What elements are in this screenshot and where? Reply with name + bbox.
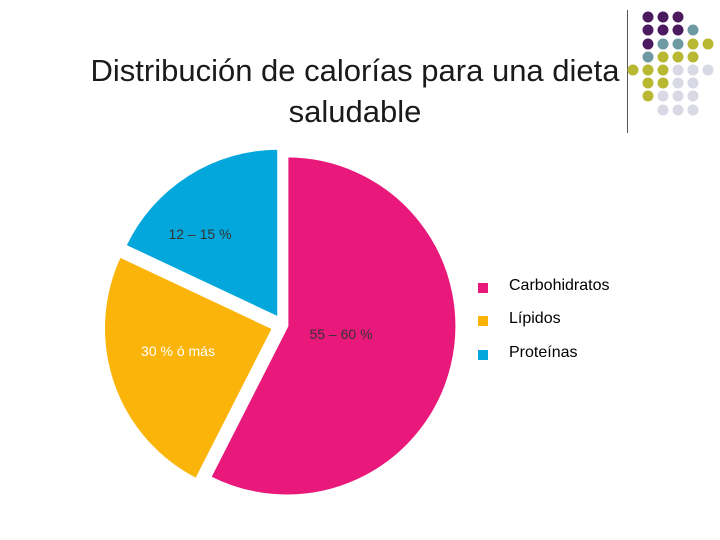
decor-dot-6-3 [687, 90, 699, 102]
pie-data-label-lipidos: 30 % ó más [141, 343, 215, 359]
decor-dot-6-1 [657, 90, 669, 102]
decor-dot-0-2 [672, 11, 684, 23]
legend-label-proteinas: Proteínas [509, 344, 578, 361]
decor-dot-3-2 [672, 51, 684, 63]
decor-dot-4-2 [657, 64, 669, 76]
decor-dot-7-2 [687, 104, 699, 116]
pie-data-label-proteinas: 12 – 15 % [168, 226, 231, 242]
legend-label-carbohidratos: Carbohidratos [509, 277, 610, 294]
decor-dot-3-0 [642, 51, 654, 63]
decor-dot-5-1 [657, 77, 669, 89]
decor-dot-1-0 [642, 24, 654, 36]
decor-dot-5-3 [687, 77, 699, 89]
decor-dot-0-1 [657, 11, 669, 23]
legend-swatch-carbohidratos [478, 283, 488, 293]
pie-slice-proteinas [123, 146, 281, 320]
decor-dot-2-1 [657, 38, 669, 50]
decor-dot-6-0 [642, 90, 654, 102]
decorative-divider-line [627, 10, 628, 133]
pie-data-label-carbohidratos: 55 – 60 % [309, 326, 372, 342]
pie-slice-lipidos [102, 254, 276, 482]
decorative-dot-grid [627, 11, 714, 116]
decor-dot-4-3 [672, 64, 684, 76]
decor-dot-1-1 [657, 24, 669, 36]
legend-swatch-proteinas [478, 350, 488, 360]
decor-dot-1-3 [687, 24, 699, 36]
decor-dot-2-0 [642, 38, 654, 50]
decor-dot-2-3 [687, 38, 699, 50]
chart-title-line-2: saludable [288, 94, 422, 129]
decor-dot-2-2 [672, 38, 684, 50]
decor-dot-7-0 [657, 104, 669, 116]
decor-dot-4-1 [642, 64, 654, 76]
decor-dot-1-2 [672, 24, 684, 36]
decor-dot-4-5 [702, 64, 714, 76]
decor-dot-3-1 [657, 51, 669, 63]
decor-dot-6-2 [672, 90, 684, 102]
decor-dot-5-2 [672, 77, 684, 89]
decor-dot-4-0 [627, 64, 639, 76]
legend-label-lipidos: Lípidos [509, 310, 561, 327]
decor-dot-3-3 [687, 51, 699, 63]
chart-title-line-1: Distribución de calorías para una dieta [90, 53, 620, 88]
chart-title: Distribución de calorías para una dieta … [20, 50, 690, 132]
legend-swatch-lipidos [478, 316, 488, 326]
decor-dot-5-0 [642, 77, 654, 89]
decor-dot-4-4 [687, 64, 699, 76]
decor-dot-0-0 [642, 11, 654, 23]
decor-dot-2-4 [702, 38, 714, 50]
decor-dot-7-1 [672, 104, 684, 116]
pie-slice-carbohidratos [208, 154, 459, 498]
